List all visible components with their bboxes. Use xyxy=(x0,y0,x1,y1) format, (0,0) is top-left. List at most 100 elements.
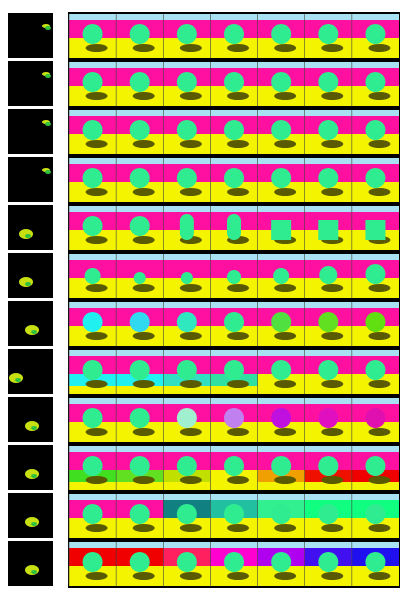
sphere xyxy=(365,456,386,476)
sphere xyxy=(129,168,150,188)
shadow xyxy=(179,140,202,148)
sphere xyxy=(129,312,150,332)
shadow xyxy=(132,92,155,100)
scene-cell xyxy=(351,542,399,586)
sphere xyxy=(224,120,244,140)
scene-cell xyxy=(351,398,399,442)
sphere xyxy=(176,408,197,428)
sphere xyxy=(129,360,150,380)
sphere xyxy=(271,504,292,524)
shadow xyxy=(132,188,155,196)
scene-cell xyxy=(162,158,211,202)
scene-cell xyxy=(210,14,258,58)
shadow xyxy=(368,92,391,100)
scene-cell xyxy=(257,110,305,154)
scene-cell xyxy=(115,302,164,346)
scene-cell xyxy=(257,350,305,394)
cylinder xyxy=(227,214,241,240)
shadow xyxy=(227,188,249,196)
wall xyxy=(163,260,211,280)
scene-cell xyxy=(257,254,305,298)
sphere xyxy=(84,268,101,284)
thumbnail-blob xyxy=(45,74,51,78)
sphere xyxy=(271,24,292,44)
sphere xyxy=(365,168,386,188)
thumbnail-blob xyxy=(31,330,37,334)
shadow xyxy=(85,332,108,340)
shadow xyxy=(227,44,249,52)
scene-cell xyxy=(304,302,352,346)
shadow xyxy=(227,524,249,532)
sphere xyxy=(82,216,103,236)
scene-cell xyxy=(210,110,258,154)
panel-frame xyxy=(68,12,400,588)
scene-cell xyxy=(257,302,305,346)
thumbnail-blob xyxy=(25,565,39,575)
shadow xyxy=(227,332,249,340)
sphere xyxy=(129,504,150,524)
sphere xyxy=(82,72,103,92)
shadow xyxy=(321,92,344,100)
cube xyxy=(318,220,339,240)
sphere xyxy=(271,168,292,188)
sphere xyxy=(82,504,103,524)
sphere xyxy=(271,120,292,140)
wall xyxy=(116,260,164,280)
sphere xyxy=(129,24,150,44)
shadow xyxy=(85,188,108,196)
scene-cell xyxy=(351,350,399,394)
thumbnail xyxy=(8,205,53,250)
shadow xyxy=(85,236,108,244)
scene-cell xyxy=(68,398,117,442)
scene-cell xyxy=(210,350,258,394)
scene-cell xyxy=(115,14,164,58)
shadow xyxy=(274,44,297,52)
scene-cell xyxy=(115,206,164,250)
sphere xyxy=(318,120,339,140)
shadow xyxy=(368,44,391,52)
scene-cell xyxy=(115,62,164,106)
sphere xyxy=(82,24,103,44)
thumbnail-blob xyxy=(45,26,51,30)
sphere xyxy=(224,312,244,332)
thumbnail xyxy=(8,349,53,394)
sphere xyxy=(224,72,244,92)
cylinder xyxy=(179,214,194,240)
shadow xyxy=(274,572,297,580)
sphere xyxy=(318,312,339,332)
thumbnail-blob xyxy=(19,229,33,239)
scene-cell xyxy=(115,398,164,442)
sphere xyxy=(129,408,150,428)
shadow xyxy=(274,428,297,436)
shadow xyxy=(274,140,297,148)
scene-cell xyxy=(351,110,399,154)
sphere xyxy=(82,408,103,428)
shadow xyxy=(274,332,297,340)
thumbnail xyxy=(8,493,53,538)
thumbnail xyxy=(8,109,53,154)
shadow xyxy=(132,332,155,340)
scene-cell xyxy=(304,206,352,250)
shadow xyxy=(179,572,202,580)
sphere xyxy=(129,216,150,236)
scene-cell xyxy=(304,110,352,154)
sphere xyxy=(318,552,339,572)
sphere xyxy=(318,408,339,428)
scene-cell xyxy=(115,494,164,538)
scene-cell xyxy=(210,542,258,586)
sphere xyxy=(176,72,197,92)
shadow xyxy=(368,332,391,340)
thumbnail-blob xyxy=(45,122,51,126)
scene-cell xyxy=(162,350,211,394)
scene-cell xyxy=(210,398,258,442)
shadow xyxy=(179,380,202,388)
shadow xyxy=(85,476,108,484)
scene-cell xyxy=(162,494,211,538)
sphere xyxy=(365,552,386,572)
scene-cell xyxy=(115,254,164,298)
thumbnail-blob xyxy=(45,170,51,174)
scene-cell xyxy=(257,398,305,442)
cube xyxy=(365,220,386,240)
thumbnail xyxy=(8,445,53,490)
